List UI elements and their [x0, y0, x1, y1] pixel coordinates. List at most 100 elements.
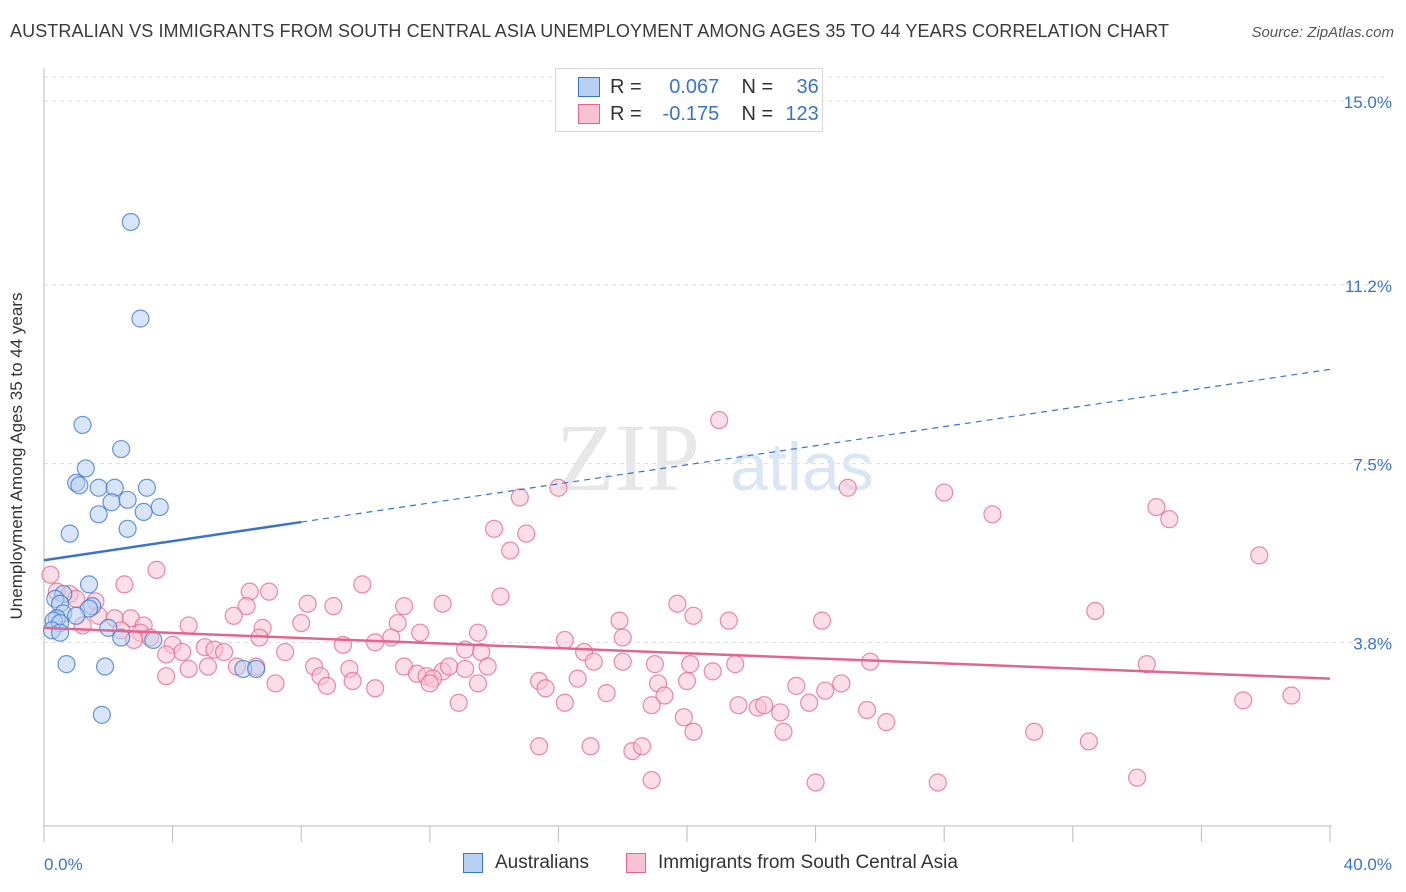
- legend-r-value: -0.175: [662, 102, 720, 125]
- pink-point: [478, 657, 497, 676]
- pink-point: [832, 674, 851, 693]
- blue-trend-line: [43, 520, 302, 562]
- legend-item-australians: Australians: [463, 852, 589, 874]
- legend-label-australians: Australians: [495, 852, 589, 873]
- pink-point: [382, 628, 401, 647]
- pink-point: [214, 642, 234, 662]
- pink-point: [198, 657, 218, 676]
- legend-r-label: R =: [610, 102, 642, 125]
- pink-point: [771, 703, 790, 722]
- pink-point: [674, 708, 693, 727]
- legend-row-blue: R = 0.067 N = 36: [578, 74, 819, 100]
- x-tick-label: 0.0%: [44, 855, 83, 874]
- pink-point: [1234, 691, 1253, 710]
- tick-labels: 3.8% 7.5% 11.2% 15.0% 0.0% 40.0%: [44, 93, 1392, 874]
- legend-swatch-pink: [578, 104, 600, 124]
- pink-point: [642, 770, 661, 790]
- pink-point: [179, 616, 198, 635]
- pink-point: [179, 659, 198, 679]
- blue-trend-extension: [301, 368, 1331, 523]
- pink-point: [800, 693, 819, 712]
- blue-point: [137, 478, 156, 497]
- pink-point: [581, 737, 600, 756]
- pink-point: [259, 582, 279, 601]
- blue-point: [92, 705, 111, 724]
- blue-point: [102, 493, 121, 512]
- pink-point: [719, 611, 738, 630]
- x-tick-label: 40.0%: [1344, 855, 1392, 874]
- blue-point: [57, 655, 76, 674]
- blue-point: [121, 212, 140, 232]
- legend-swatch-blue: [463, 853, 483, 873]
- pink-point: [1079, 732, 1098, 751]
- legend-n-value: 123: [785, 102, 819, 125]
- source-label: Source: ZipAtlas.com: [1251, 24, 1394, 41]
- pink-point: [613, 652, 632, 671]
- legend-swatch-pink: [626, 853, 646, 873]
- pink-point: [41, 565, 60, 584]
- pink-point: [1127, 768, 1147, 787]
- legend-n-value: 36: [796, 75, 819, 98]
- pink-point: [510, 488, 529, 507]
- pink-point: [632, 737, 652, 756]
- pink-point: [877, 713, 896, 732]
- pink-point: [147, 560, 166, 579]
- pink-point: [597, 684, 616, 703]
- correlation-legend: R = 0.067 N = 36 R = -0.175 N = 123: [555, 68, 823, 132]
- pink-point: [726, 655, 745, 674]
- blue-point: [50, 623, 70, 642]
- pink-point: [1025, 722, 1044, 741]
- chart-title: AUSTRALIAN VS IMMIGRANTS FROM SOUTH CENT…: [10, 21, 1170, 41]
- trend-lines: [43, 368, 1331, 680]
- pink-point: [157, 645, 176, 664]
- legend-n-label: N =: [741, 102, 774, 125]
- pink-point: [485, 519, 504, 538]
- pink-point: [812, 611, 832, 630]
- legend-r-label: R =: [610, 75, 642, 98]
- pink-point: [857, 700, 877, 720]
- pink-point: [353, 575, 372, 594]
- pink-point: [684, 606, 703, 625]
- pink-point: [928, 773, 947, 792]
- blue-point: [89, 505, 108, 524]
- blue-point: [144, 630, 163, 650]
- pink-point: [298, 594, 317, 613]
- blue-point: [99, 618, 118, 637]
- blue-point: [247, 659, 266, 679]
- y-tick-label: 15.0%: [1344, 93, 1392, 112]
- legend-label-immigrants: Immigrants from South Central Asia: [658, 852, 958, 873]
- pink-point: [684, 722, 703, 741]
- y-tick-label: 3.8%: [1353, 634, 1392, 653]
- pink-point: [366, 679, 385, 698]
- pink-trend-line: [43, 626, 1331, 680]
- pink-point: [774, 722, 793, 741]
- pink-point: [237, 597, 256, 616]
- blue-point: [134, 502, 153, 522]
- pink-point: [491, 587, 510, 606]
- pink-point: [501, 541, 520, 560]
- blue-point: [73, 415, 92, 435]
- pink-point: [655, 686, 674, 705]
- pink-point: [1086, 601, 1105, 621]
- pink-point: [468, 623, 488, 642]
- legend-swatch-blue: [578, 77, 600, 97]
- legend-r-value: 0.067: [669, 75, 720, 98]
- pink-point: [555, 630, 574, 650]
- pink-point: [613, 628, 632, 647]
- pink-point: [610, 611, 629, 630]
- pink-point: [555, 693, 574, 712]
- y-tick-label: 11.2%: [1345, 277, 1392, 296]
- blue-point: [131, 309, 150, 328]
- pink-point: [394, 597, 414, 616]
- pink-point: [568, 669, 587, 688]
- pink-point: [433, 594, 452, 613]
- grid: [44, 76, 1385, 643]
- pink-point: [642, 696, 661, 715]
- pink-point: [173, 642, 192, 662]
- pink-point: [703, 662, 722, 681]
- series-legend: Australians Immigrants from South Centra…: [0, 852, 1406, 878]
- pink-point: [584, 652, 603, 671]
- pink-point: [266, 674, 285, 693]
- pink-point: [838, 478, 857, 497]
- y-tick-label: 7.5%: [1353, 456, 1392, 475]
